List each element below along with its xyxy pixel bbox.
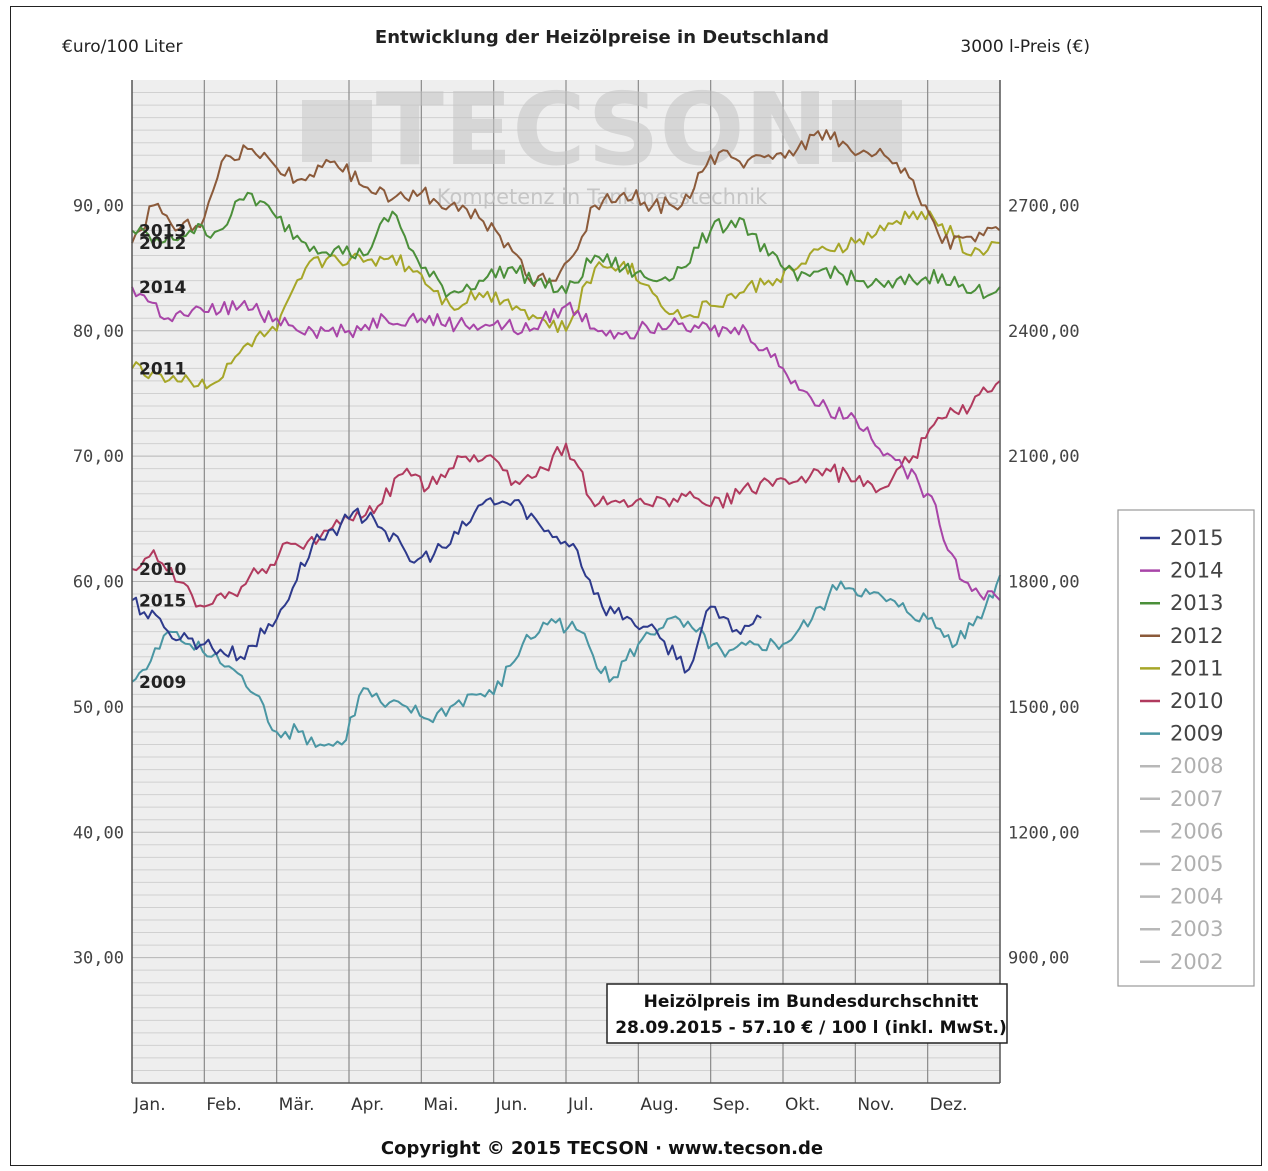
legend-label-2007[interactable]: 2007 xyxy=(1170,787,1223,811)
y-tick-right: 1800,00 xyxy=(1008,573,1080,593)
info-box-frame xyxy=(606,983,1008,1044)
x-tick-labels: Jan. Feb. Mär. Apr. Mai. Jun. Jul. Aug. Sep. Okt.… xyxy=(133,1095,968,1115)
y-tick-left: 40,00 xyxy=(73,823,124,843)
series-line-2011 xyxy=(131,210,1001,390)
y-tick-left: 30,00 xyxy=(73,949,124,969)
y-tick-left: 90,00 xyxy=(73,196,124,216)
series-line-2014 xyxy=(131,286,1001,601)
x-tick-month: Mär. xyxy=(279,1095,315,1115)
y-tick-left: 60,00 xyxy=(73,573,124,593)
y-tick-labels: 30,00 900,00 40,00 1200,00 50,00 1500,00 60,00… xyxy=(73,196,1080,968)
watermark: TECSON Kompetenz in Tankmesstechnik xyxy=(302,71,902,209)
y-tick-left: 80,00 xyxy=(73,322,124,342)
x-tick-month: Feb. xyxy=(206,1095,242,1115)
series-label-2009: 2009 xyxy=(139,673,186,693)
chart-title: Entwicklung der Heizölpreise in Deutschl… xyxy=(375,27,829,48)
y-tick-left: 70,00 xyxy=(73,447,124,467)
series-line-2015 xyxy=(131,497,762,674)
y-tick-right: 2700,00 xyxy=(1008,196,1080,216)
legend-label-2010[interactable]: 2010 xyxy=(1170,689,1223,713)
series-line-2009 xyxy=(131,574,1001,748)
x-tick-month: Aug. xyxy=(640,1095,679,1115)
info-box-line-2: 28.09.2015 - 57.10 € / 100 l (inkl. MwSt… xyxy=(615,1018,1007,1038)
y-tick-left: 50,00 xyxy=(73,698,124,718)
series-line-2012 xyxy=(131,129,1001,287)
legend-label-2003[interactable]: 2003 xyxy=(1170,917,1223,941)
legend-label-2002[interactable]: 2002 xyxy=(1170,950,1223,974)
x-tick-month: Sep. xyxy=(713,1095,750,1115)
legend-label-2005[interactable]: 2005 xyxy=(1170,852,1223,876)
series-label-2012: 2012 xyxy=(139,234,186,254)
y-tick-right: 900,00 xyxy=(1008,949,1069,969)
series-layer xyxy=(131,129,1001,748)
series-label-2014: 2014 xyxy=(139,278,186,298)
legend-label-2006[interactable]: 2006 xyxy=(1170,819,1223,843)
series-label-2011: 2011 xyxy=(139,359,186,379)
y-tick-right: 1200,00 xyxy=(1008,823,1080,843)
watermark-brand: TECSON xyxy=(376,71,829,188)
legend-items: 2015 2014 2013 2012 2011 2010 2009 2008 2007 2006… xyxy=(1140,526,1223,974)
series-label-2015: 2015 xyxy=(139,591,186,611)
info-box-line-1: Heizölpreis im Bundesdurchschnitt xyxy=(644,992,979,1012)
x-tick-month: Apr. xyxy=(351,1095,384,1115)
chart-frame xyxy=(10,6,1262,1166)
x-tick-month: Okt. xyxy=(785,1095,820,1115)
x-tick-month: Mai. xyxy=(423,1095,458,1115)
x-tick-month: Jan. xyxy=(133,1095,166,1115)
x-tick-month: Jun. xyxy=(495,1095,528,1115)
grid-major xyxy=(132,80,1000,1083)
series-label-2013: 2013 xyxy=(139,221,186,241)
legend-frame xyxy=(1117,509,1255,987)
watermark-block-left xyxy=(302,100,372,162)
y-tick-right: 2100,00 xyxy=(1008,447,1080,467)
y-axis-right-unit: 3000 l-Preis (€) xyxy=(960,37,1090,57)
x-tick-month: Nov. xyxy=(857,1095,894,1115)
x-tick-month: Dez. xyxy=(930,1095,968,1115)
info-box: Heizölpreis im Bundesdurchschnitt 28.09.… xyxy=(606,983,1008,1044)
series-label-2010: 2010 xyxy=(139,560,186,580)
legend-label-2004[interactable]: 2004 xyxy=(1170,885,1223,909)
legend-label-2009[interactable]: 2009 xyxy=(1170,722,1223,746)
legend: 2015 2014 2013 2012 2011 2010 2009 2008 2007 2006… xyxy=(1117,509,1255,987)
watermark-tagline: Kompetenz in Tankmesstechnik xyxy=(437,185,768,209)
series-line-2013 xyxy=(131,191,1001,300)
legend-label-2008[interactable]: 2008 xyxy=(1170,754,1223,778)
legend-label-2011[interactable]: 2011 xyxy=(1170,656,1223,680)
legend-label-2015[interactable]: 2015 xyxy=(1170,526,1223,550)
y-axis-left-unit: €uro/100 Liter xyxy=(62,37,183,57)
copyright: Copyright © 2015 TECSON · www.tecson.de xyxy=(381,1138,823,1159)
series-line-2010 xyxy=(131,380,1001,608)
y-tick-right: 1500,00 xyxy=(1008,698,1080,718)
legend-label-2013[interactable]: 2013 xyxy=(1170,591,1223,615)
y-tick-right: 2400,00 xyxy=(1008,322,1080,342)
legend-label-2012[interactable]: 2012 xyxy=(1170,624,1223,648)
x-tick-month: Jul. xyxy=(567,1095,594,1115)
legend-label-2014[interactable]: 2014 xyxy=(1170,559,1223,583)
